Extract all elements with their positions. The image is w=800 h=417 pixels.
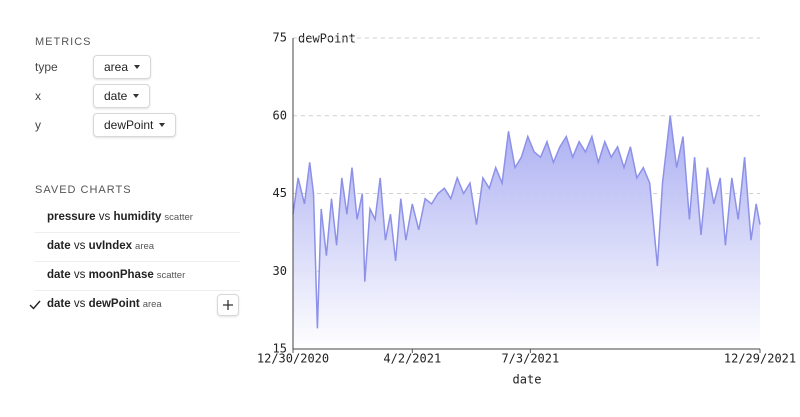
saved-chart[interactable]: date vs dewPoint area — [47, 298, 162, 310]
y-tick-label: 30 — [273, 264, 287, 278]
saved-chart[interactable]: pressure vs humidity scatter — [47, 211, 193, 223]
chart-type: scatter — [156, 270, 186, 281]
separator — [35, 290, 240, 291]
caret-icon — [133, 94, 140, 98]
x-field: date — [47, 240, 71, 252]
y-tick-label: 75 — [273, 31, 287, 45]
dropdown-value: area — [104, 60, 129, 74]
dropdown[interactable]: dewPoint — [93, 113, 177, 137]
separator — [35, 261, 240, 262]
chart-type: area — [135, 241, 155, 252]
y-field: moonPhase — [88, 269, 154, 281]
y-tick-label: 60 — [273, 108, 287, 122]
x-tick-label: 12/29/2021 — [724, 352, 796, 366]
vs: vs — [73, 240, 86, 252]
caret-icon — [159, 123, 166, 127]
dropdown[interactable]: area — [93, 55, 152, 79]
y-field: humidity — [113, 211, 162, 223]
sidebar: METRICS SAVED CHARTS type area x date y dewPo… — [0, 0, 260, 417]
dropdown-value: date — [104, 89, 128, 103]
x-tick-label: 7/3/2021 — [501, 352, 559, 366]
saved-chart[interactable]: date vs uvIndex area — [47, 240, 154, 252]
plus-icon — [223, 300, 233, 310]
metric-label: y — [35, 118, 41, 132]
dropdown[interactable]: date — [93, 84, 151, 108]
check-icon — [29, 300, 41, 310]
chart-type: area — [142, 299, 162, 310]
x-field: pressure — [47, 211, 96, 223]
area-fill — [293, 115, 760, 349]
x-field: date — [47, 298, 71, 310]
vs: vs — [73, 298, 86, 310]
x-tick-label: 12/30/2020 — [257, 352, 329, 366]
y-field: dewPoint — [88, 298, 140, 310]
x-field: date — [47, 269, 71, 281]
y-field: uvIndex — [88, 240, 133, 252]
add-button[interactable] — [217, 294, 239, 316]
area-line — [292, 115, 761, 329]
y-tick-label: 15 — [273, 342, 287, 356]
chart-type: scatter — [164, 212, 193, 223]
metric-label: type — [35, 60, 58, 74]
y-tick-label: 45 — [273, 186, 287, 200]
vs: vs — [73, 269, 86, 281]
saved-chart[interactable]: date vs moonPhase scatter — [47, 269, 185, 281]
dropdown-value: dewPoint — [104, 118, 154, 132]
separator — [35, 232, 240, 233]
x-axis-label: date — [513, 373, 542, 387]
saved-heading: SAVED CHARTS — [35, 184, 132, 196]
metric-label: x — [35, 89, 41, 103]
vs: vs — [98, 211, 111, 223]
x-tick-label: 4/2/2021 — [383, 352, 441, 366]
metrics-heading: METRICS — [35, 36, 92, 48]
caret-icon — [134, 65, 141, 69]
